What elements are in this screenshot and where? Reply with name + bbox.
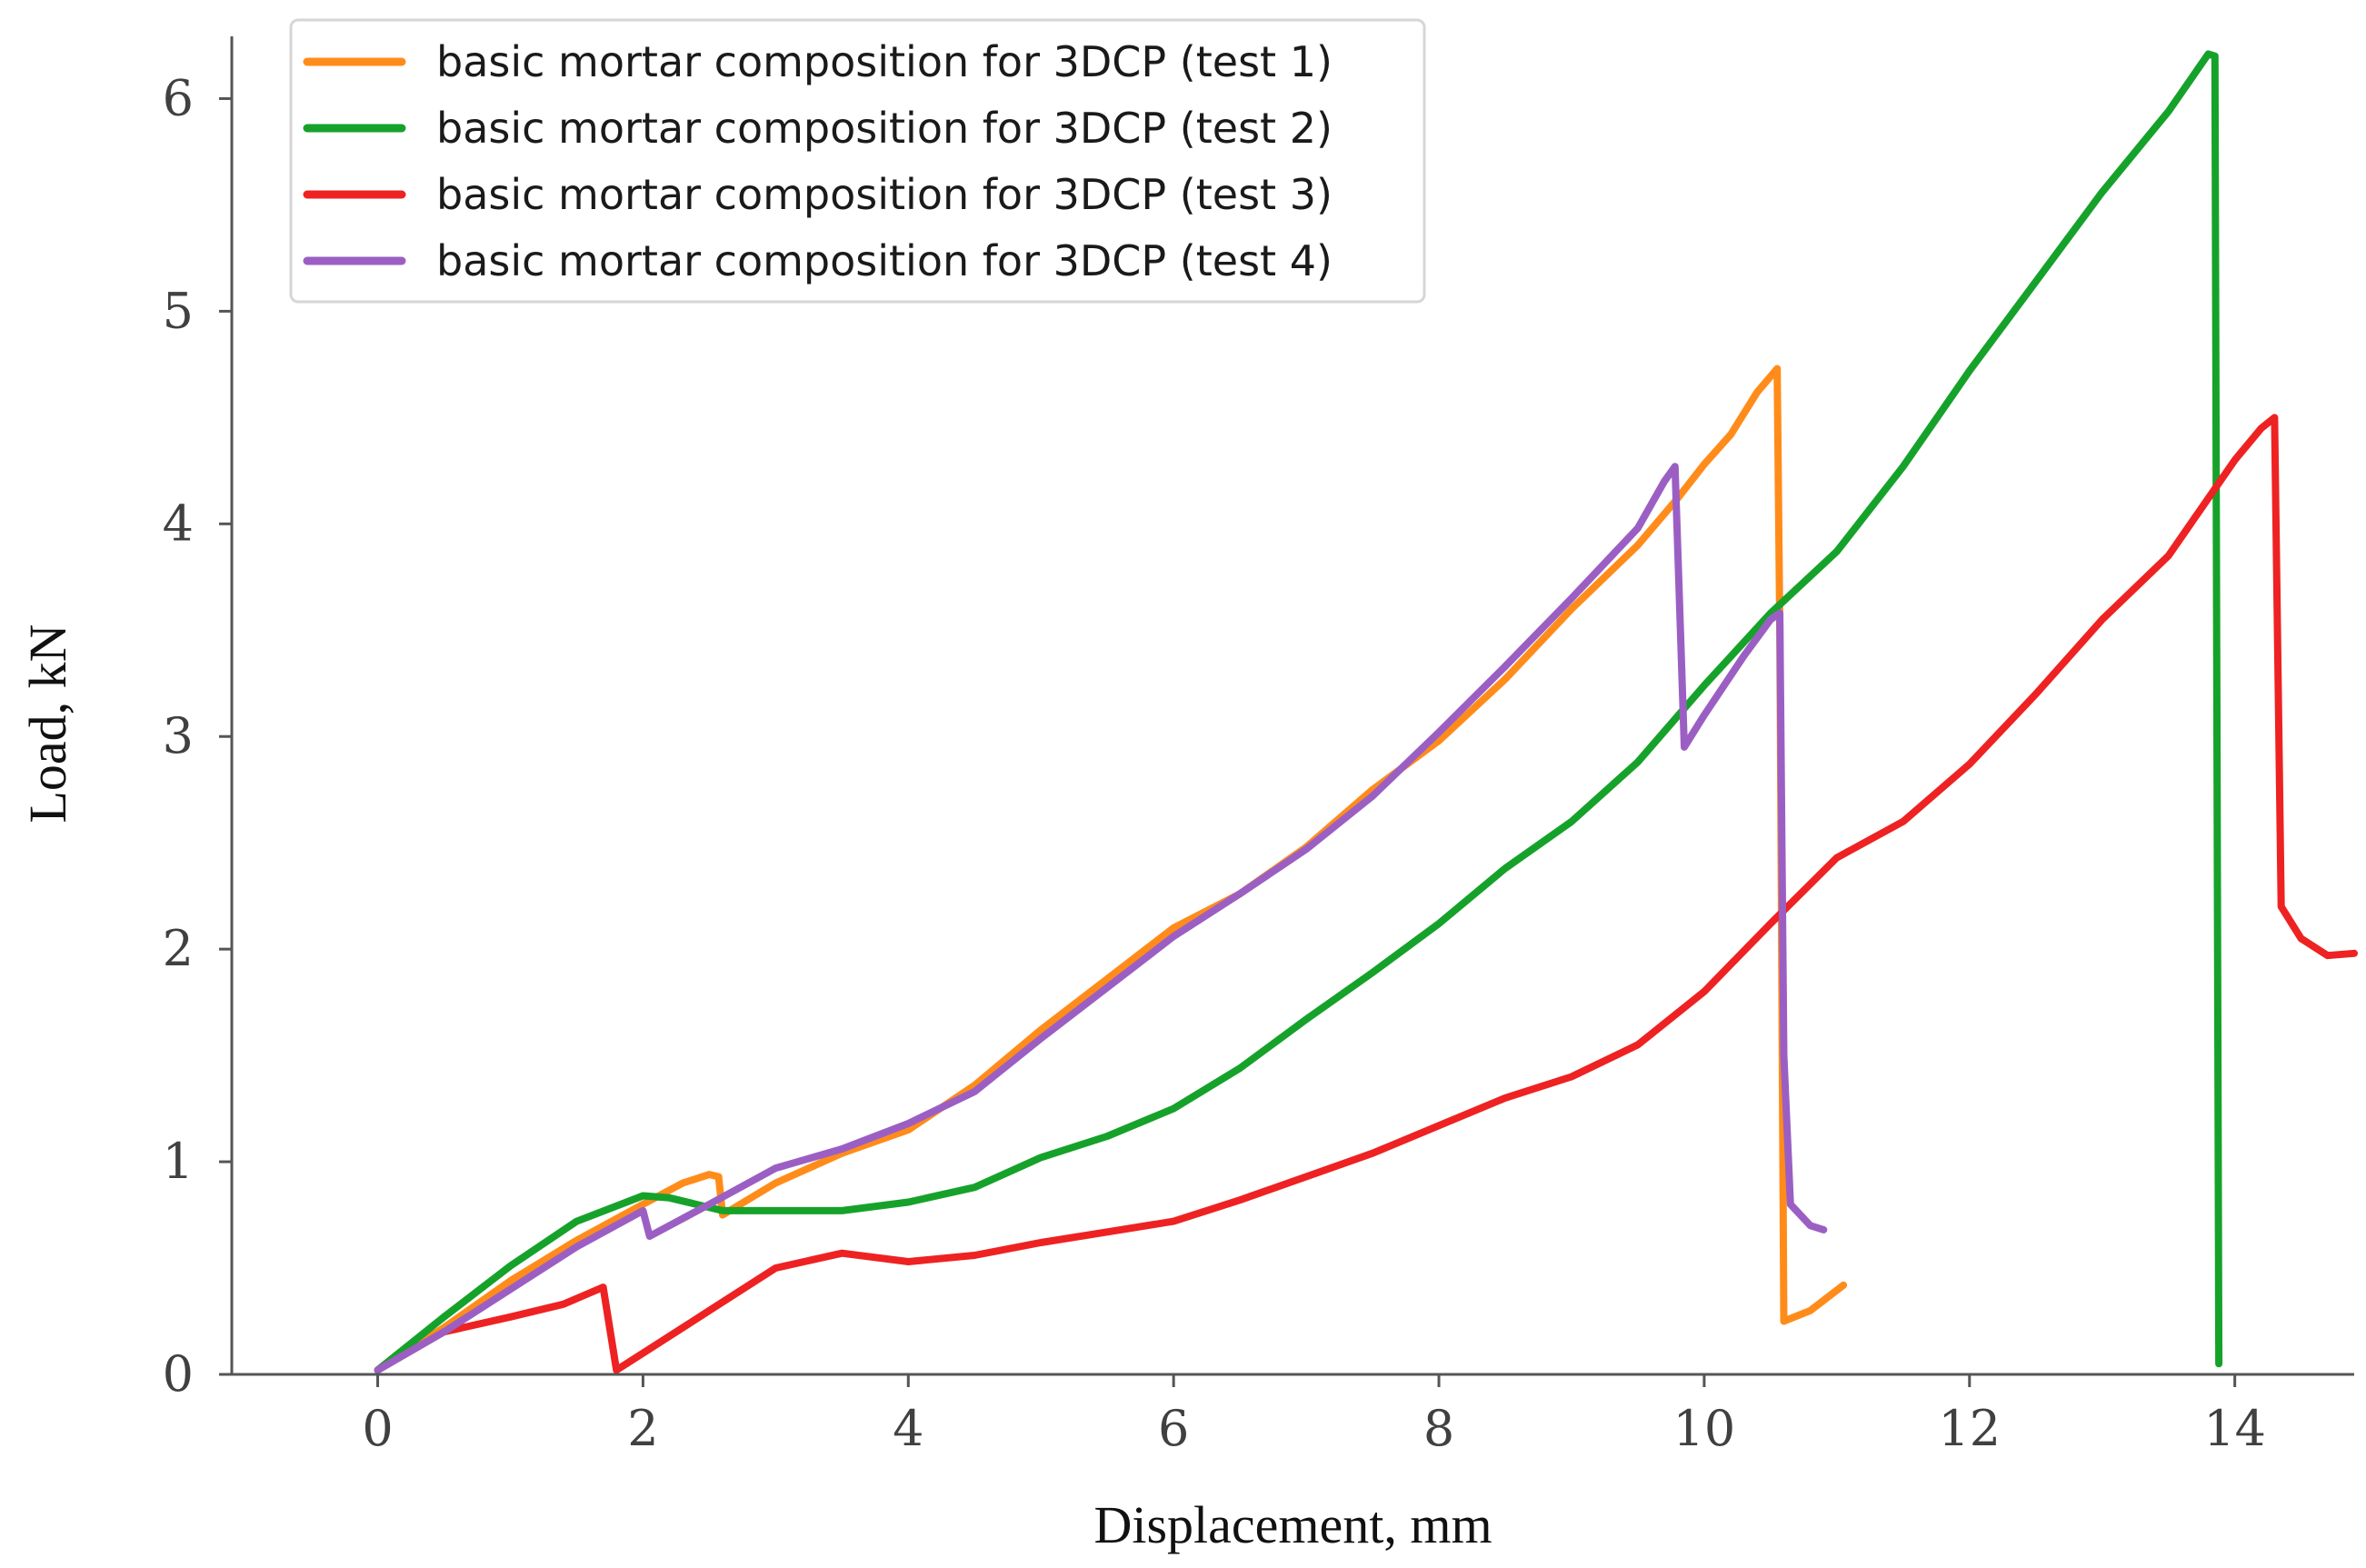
series-layer xyxy=(374,50,2358,1374)
y-tick-label-6: 6 xyxy=(163,69,194,126)
x-tick-label-6: 12 xyxy=(1938,1400,2001,1457)
x-ticks: 0 2 4 6 8 10 12 14 xyxy=(362,1374,2266,1457)
x-tick-label-4: 8 xyxy=(1423,1400,1454,1457)
y-ticks: 0 1 2 3 4 5 6 xyxy=(163,69,232,1403)
x-tick-label-2: 4 xyxy=(893,1400,923,1457)
y-tick-label-1: 1 xyxy=(163,1133,194,1190)
legend-label-test-2: basic mortar composition for 3DCP (test … xyxy=(436,104,1333,153)
y-tick-label-2: 2 xyxy=(163,920,194,977)
legend-label-test-3: basic mortar composition for 3DCP (test … xyxy=(436,170,1333,219)
x-tick-label-5: 10 xyxy=(1673,1400,1736,1457)
legend: basic mortar composition for 3DCP (test … xyxy=(289,18,1426,304)
y-tick-label-3: 3 xyxy=(163,707,194,764)
series-line-test-1 xyxy=(374,365,1848,1374)
x-axis-label: Displacement, mm xyxy=(1093,1495,1492,1554)
axes-layer xyxy=(230,36,2354,1376)
x-tick-label-1: 2 xyxy=(627,1400,658,1457)
legend-label-test-1: basic mortar composition for 3DCP (test … xyxy=(436,37,1333,86)
y-axis-label: Load, kN xyxy=(18,624,77,823)
x-tick-label-3: 6 xyxy=(1158,1400,1189,1457)
y-tick-label-0: 0 xyxy=(163,1345,194,1403)
legend-label-test-4: basic mortar composition for 3DCP (test … xyxy=(436,236,1333,285)
x-tick-label-0: 0 xyxy=(362,1400,393,1457)
y-tick-label-5: 5 xyxy=(163,282,194,339)
y-tick-label-4: 4 xyxy=(163,494,194,552)
series-line-test-3 xyxy=(374,414,2358,1374)
series-line-test-4 xyxy=(374,463,1828,1374)
series-line-test-2 xyxy=(374,50,2223,1374)
x-tick-label-7: 14 xyxy=(2203,1400,2266,1457)
legend-box xyxy=(289,18,1426,304)
legend-items: basic mortar composition for 3DCP (test … xyxy=(303,37,1333,285)
